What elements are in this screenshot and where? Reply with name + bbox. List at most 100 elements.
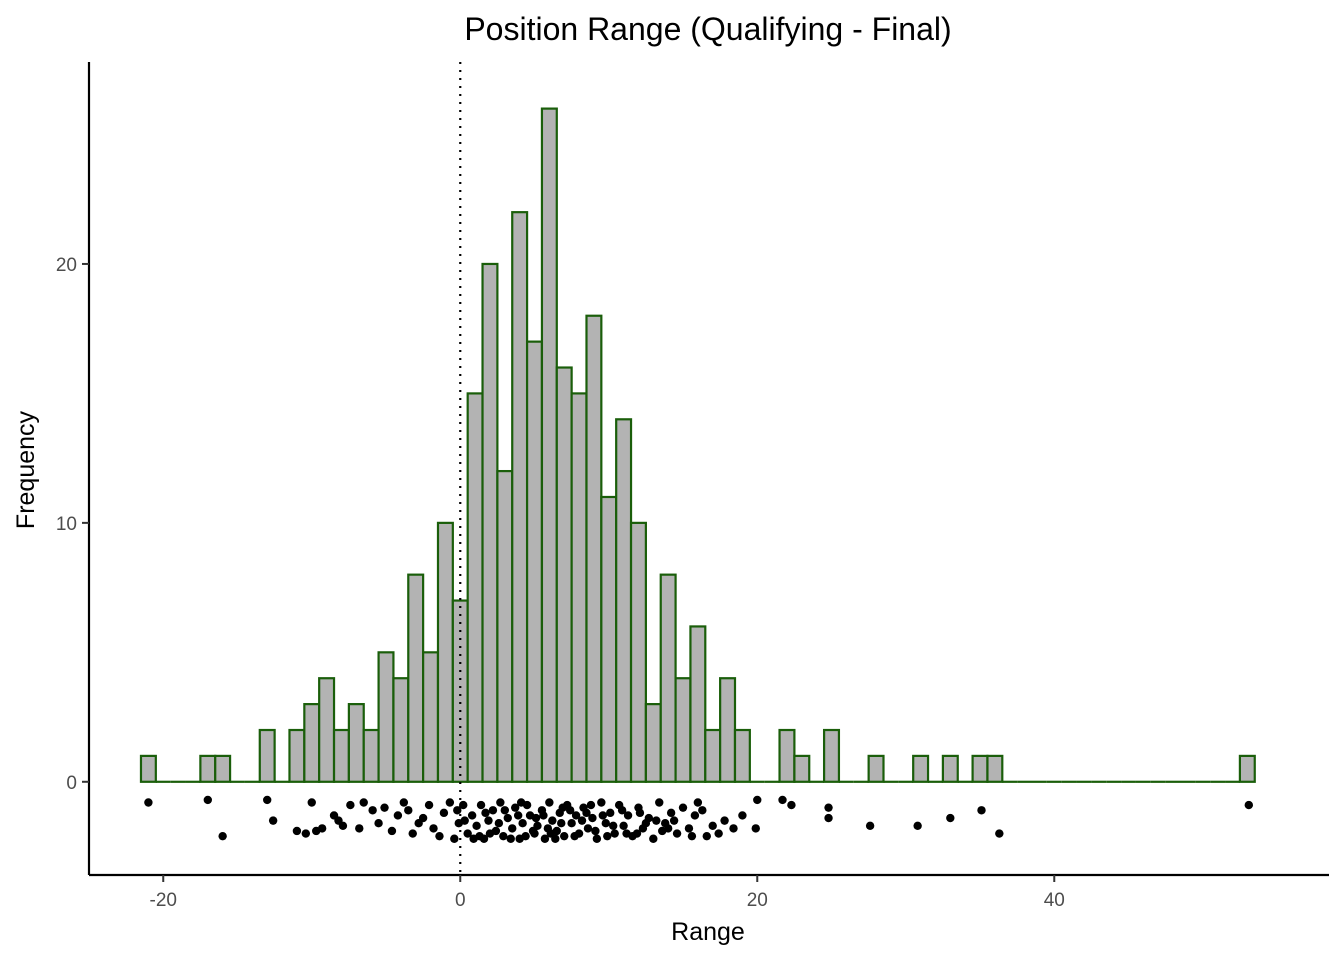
- data-point: [513, 811, 523, 820]
- data-point: [374, 819, 383, 828]
- data-point: [445, 798, 455, 807]
- data-point: [738, 811, 747, 820]
- data-point: [995, 829, 1004, 838]
- data-point: [577, 816, 587, 825]
- x-tick-label: 20: [747, 890, 768, 911]
- y-tick-label: 0: [66, 773, 77, 794]
- data-point: [429, 824, 438, 833]
- data-point: [548, 816, 557, 825]
- data-point: [591, 826, 600, 836]
- histogram-bar: [451, 599, 469, 783]
- data-point: [359, 798, 368, 807]
- data-point: [518, 819, 527, 828]
- data-point: [540, 834, 550, 843]
- y-tick-label: 20: [56, 255, 77, 276]
- histogram-bar: [659, 573, 677, 783]
- data-point: [678, 803, 688, 812]
- histogram-bar: [466, 392, 484, 783]
- data-point: [588, 813, 597, 823]
- data-point: [583, 824, 593, 833]
- histogram-bar: [139, 754, 157, 783]
- data-point: [338, 821, 348, 831]
- data-point: [824, 813, 833, 823]
- data-point: [546, 829, 556, 838]
- histogram-bar: [704, 728, 722, 783]
- histogram-bar: [912, 754, 930, 783]
- data-point: [508, 824, 517, 833]
- data-point: [355, 824, 364, 833]
- data-point: [557, 819, 566, 828]
- data-point: [439, 808, 449, 818]
- data-point: [632, 829, 642, 838]
- data-point: [641, 819, 651, 828]
- data-point: [418, 813, 428, 823]
- data-point: [592, 834, 602, 843]
- x-axis-ticks: -20 0 20 40: [150, 875, 1065, 911]
- data-point: [476, 800, 486, 810]
- data-point: [499, 831, 508, 841]
- data-point: [1244, 800, 1254, 810]
- data-point: [946, 813, 955, 823]
- data-point: [467, 811, 477, 820]
- data-point: [913, 821, 922, 831]
- data-point: [666, 808, 676, 818]
- histogram-bar: [971, 754, 989, 783]
- data-point: [346, 800, 355, 810]
- data-point: [687, 831, 697, 841]
- y-axis-ticks: 0 10 20: [56, 255, 89, 794]
- histogram-bar: [941, 754, 959, 783]
- histogram-bar: [778, 728, 796, 783]
- data-point: [619, 821, 628, 831]
- histogram-bar: [540, 107, 558, 783]
- histogram-bar: [422, 651, 440, 783]
- histogram-bar: [822, 728, 841, 783]
- data-point: [693, 798, 703, 807]
- data-point: [516, 798, 526, 807]
- data-point: [824, 803, 833, 812]
- histogram-bar: [525, 340, 544, 783]
- histogram-bar: [362, 728, 380, 783]
- data-point: [669, 816, 679, 825]
- data-point: [531, 813, 541, 823]
- data-point: [778, 795, 787, 805]
- x-axis-title: Range: [671, 918, 745, 946]
- histogram-bar: [496, 469, 514, 783]
- histogram-bar: [318, 677, 336, 783]
- x-tick-label: 40: [1044, 890, 1065, 911]
- data-point: [708, 821, 717, 831]
- x-tick-label: -20: [150, 890, 177, 911]
- data-point: [582, 808, 591, 818]
- histogram-bar: [719, 677, 737, 783]
- histogram-bar: [733, 728, 751, 783]
- data-point: [506, 834, 515, 843]
- histogram-bar: [303, 703, 321, 783]
- data-point: [144, 798, 153, 807]
- data-point: [690, 811, 700, 820]
- data-point: [488, 806, 498, 815]
- data-point: [558, 803, 567, 812]
- data-point: [787, 800, 796, 810]
- histogram-bar: [347, 703, 365, 783]
- data-point: [387, 826, 397, 836]
- data-point: [408, 829, 417, 838]
- data-point: [528, 826, 538, 836]
- histogram-bars: [139, 107, 1256, 783]
- data-point: [472, 821, 481, 831]
- histogram-bar: [288, 728, 306, 783]
- data-point: [450, 834, 459, 843]
- histogram-bar: [258, 728, 276, 783]
- data-point: [292, 826, 302, 836]
- histogram-bar: [392, 677, 410, 783]
- data-point: [567, 819, 576, 828]
- data-point: [698, 806, 707, 815]
- data-point: [380, 803, 389, 812]
- data-point: [655, 798, 664, 807]
- data-point: [500, 806, 510, 815]
- data-point: [511, 803, 520, 812]
- histogram-bar: [214, 754, 232, 783]
- data-point: [435, 831, 444, 841]
- histogram-bar: [793, 754, 811, 783]
- histogram-bar: [585, 314, 603, 783]
- data-point: [460, 816, 469, 825]
